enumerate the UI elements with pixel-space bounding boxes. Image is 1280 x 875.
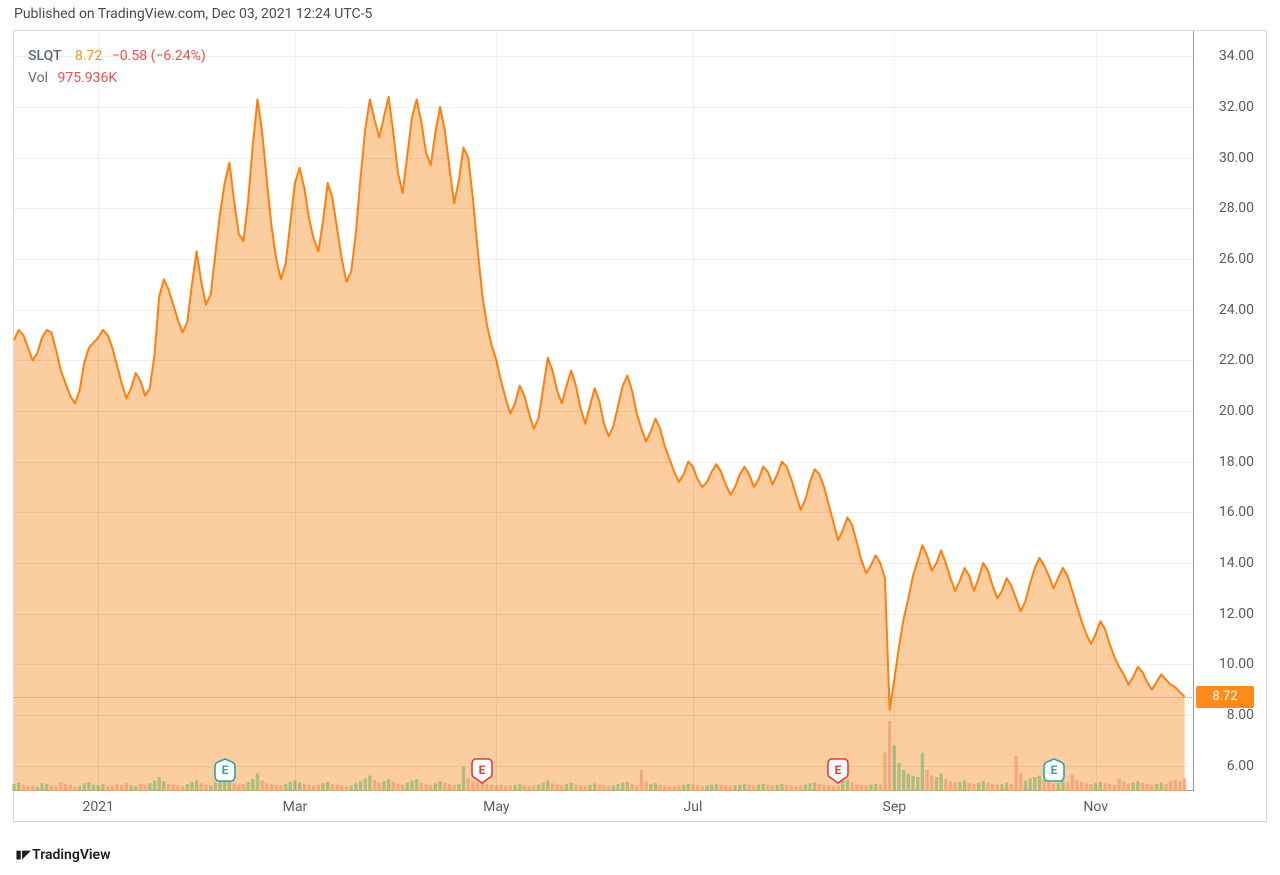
y-tick: 10.00 [1219, 656, 1254, 672]
svg-text:E: E [835, 763, 842, 777]
earnings-badge-icon[interactable]: E [827, 758, 849, 784]
y-tick: 8.00 [1227, 707, 1254, 723]
y-tick: 24.00 [1219, 302, 1254, 318]
chart-legend: SLQT 8.72 −0.58 (−6.24%) Vol 975.936K [28, 45, 206, 89]
tradingview-logo-icon: ▮◤ [14, 845, 30, 863]
chart-frame: SLQT 8.72 −0.58 (−6.24%) Vol 975.936K 8.… [13, 30, 1267, 822]
x-tick: Jul [684, 799, 703, 815]
x-tick: Sep [883, 799, 907, 815]
earnings-badge-icon[interactable]: E [214, 758, 236, 784]
volume-value: 975.936K [57, 70, 117, 86]
svg-text:E: E [1050, 763, 1057, 777]
x-tick: May [483, 799, 509, 815]
y-tick: 26.00 [1219, 251, 1254, 267]
tradingview-logo: ▮◤TradingView [14, 845, 110, 863]
x-tick: 2021 [83, 799, 114, 815]
y-tick: 18.00 [1219, 454, 1254, 470]
price-chart[interactable]: SLQT 8.72 −0.58 (−6.24%) Vol 975.936K 8.… [14, 31, 1194, 791]
y-tick: 14.00 [1219, 555, 1254, 571]
y-tick: 20.00 [1219, 403, 1254, 419]
x-axis: 2021 Mar May Jul Sep Nov [14, 789, 1194, 821]
y-tick: 34.00 [1219, 48, 1254, 64]
published-caption: Published on TradingView.com, Dec 03, 20… [14, 6, 372, 22]
y-axis: 6.00 8.00 10.00 12.00 14.00 16.00 18.00 20.00 22… [1192, 31, 1266, 791]
volume-label: Vol [28, 70, 48, 86]
y-tick: 30.00 [1219, 150, 1254, 166]
earnings-badge-icon[interactable]: E [471, 758, 493, 784]
y-tick: 28.00 [1219, 200, 1254, 216]
svg-text:E: E [479, 763, 486, 777]
y-tick: 6.00 [1227, 758, 1254, 774]
svg-text:E: E [221, 763, 228, 777]
earnings-badge-icon[interactable]: E [1043, 758, 1065, 784]
x-tick: Nov [1083, 799, 1108, 815]
y-tick: 22.00 [1219, 352, 1254, 368]
y-tick: 12.00 [1219, 606, 1254, 622]
y-tick: 32.00 [1219, 99, 1254, 115]
x-tick: Mar [283, 799, 308, 815]
y-tick: 16.00 [1219, 504, 1254, 520]
